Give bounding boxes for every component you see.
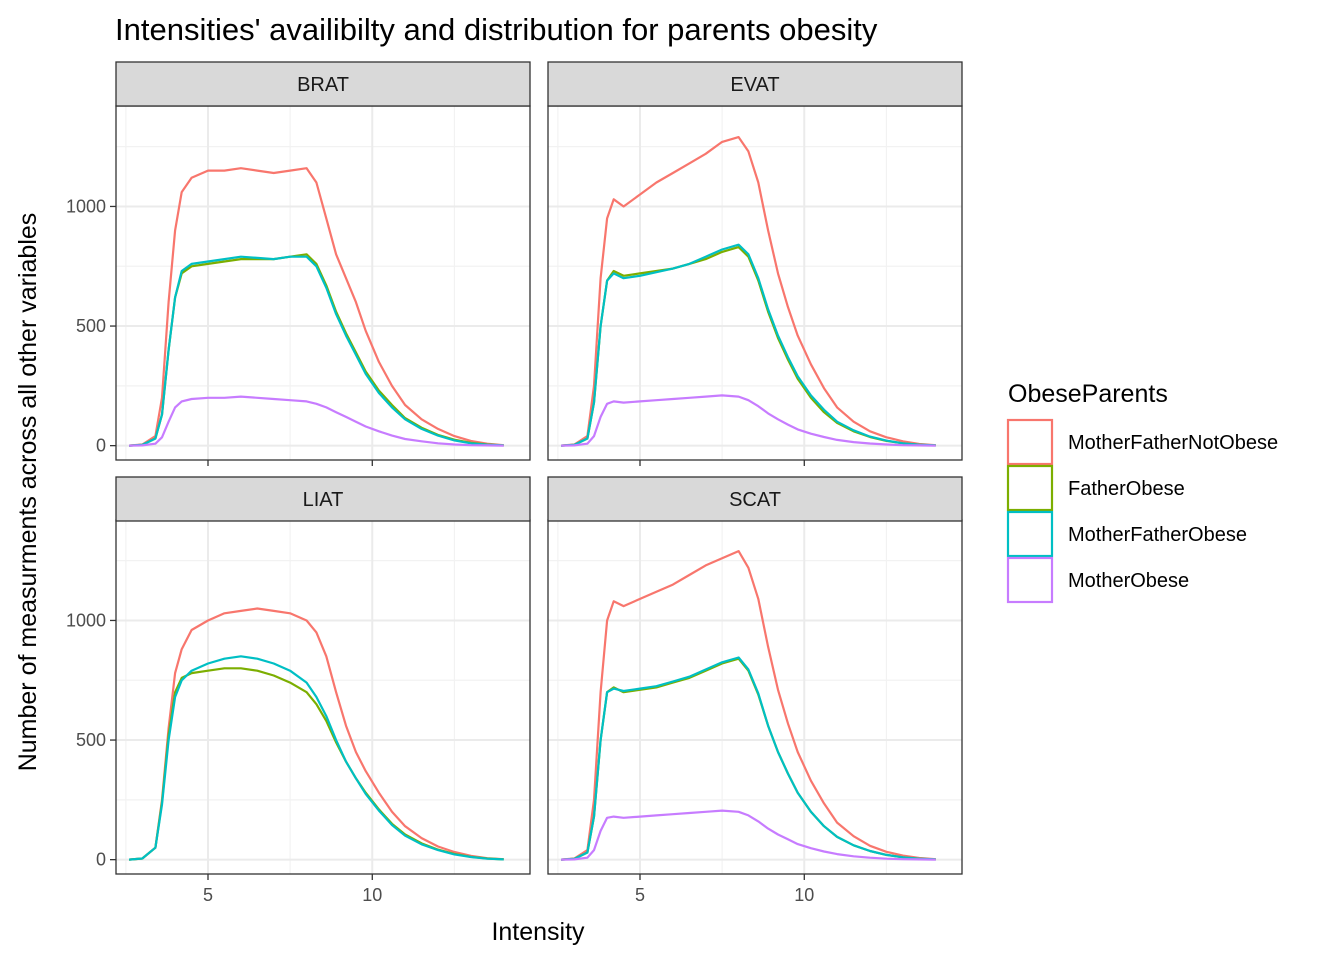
- panel-background: [548, 106, 962, 460]
- facet-panel-evat: EVAT: [547, 61, 963, 466]
- facet-strip-label: SCAT: [729, 489, 781, 511]
- y-tick-label: 500: [76, 730, 106, 750]
- series-line-motherfathernotobese: [129, 607, 504, 861]
- legend: ObeseParents MotherFatherNotObese FatherO…: [1006, 380, 1278, 604]
- legend-key: [1006, 510, 1054, 558]
- y-tick-label: 0: [96, 850, 106, 870]
- x-axis-title: Intensity: [491, 918, 585, 946]
- series-line-motherfatherobese: [561, 656, 936, 861]
- legend-key: [1006, 418, 1054, 466]
- chart-title: Intensities' availibilty and distributio…: [115, 12, 878, 47]
- legend-key: [1006, 464, 1054, 512]
- series-line-motherfathernotobese: [561, 136, 936, 447]
- facet-strip: [115, 476, 531, 522]
- series-line-motherfatherobese: [561, 243, 936, 447]
- legend-label: FatherObese: [1068, 478, 1185, 500]
- y-tick-label: 1000: [66, 610, 106, 630]
- facet-panels: BRAT 0 500 1000 EVAT LIAT 0 500 1000 5 10 SCAT 5 10: [66, 61, 963, 905]
- legend-key: [1006, 556, 1054, 604]
- legend-label: MotherFatherObese: [1068, 524, 1247, 546]
- series-line-motherfatherobese: [129, 255, 504, 447]
- x-tick-label: 5: [635, 885, 645, 905]
- facet-strip-label: EVAT: [730, 74, 779, 96]
- facet-strip: [547, 61, 963, 107]
- legend-entry-fatherobese: FatherObese: [1006, 464, 1185, 512]
- series-line-motherobese: [561, 394, 936, 447]
- legend-title: ObeseParents: [1008, 380, 1168, 408]
- legend-entry-motherfatherobese: MotherFatherObese: [1006, 510, 1247, 558]
- facet-strip-label: BRAT: [297, 74, 349, 96]
- x-tick-label: 10: [362, 885, 382, 905]
- y-tick-label: 500: [76, 316, 106, 336]
- panel-background: [548, 520, 962, 874]
- facet-panel-scat: SCAT 5 10: [547, 476, 963, 905]
- legend-entry-motherfathernotobese: MotherFatherNotObese: [1006, 418, 1278, 466]
- y-axis-title: Number of measurments across all other v…: [14, 213, 42, 772]
- facet-strip-label: LIAT: [303, 489, 344, 511]
- legend-entry-motherobese: MotherObese: [1006, 556, 1189, 604]
- facet-strip: [115, 61, 531, 107]
- series-line-motherfathernotobese: [129, 167, 504, 447]
- legend-label: MotherFatherNotObese: [1068, 432, 1278, 454]
- series-line-motherfatherobese: [129, 655, 504, 861]
- y-tick-label: 0: [96, 436, 106, 456]
- x-tick-label: 10: [794, 885, 814, 905]
- series-line-motherobese: [561, 809, 936, 861]
- series-line-motherfathernotobese: [561, 549, 936, 861]
- panel-background: [116, 520, 530, 874]
- facet-panel-brat: BRAT 0 500 1000: [66, 61, 531, 466]
- x-tick-label: 5: [203, 885, 213, 905]
- legend-label: MotherObese: [1068, 570, 1189, 592]
- facet-panel-liat: LIAT 0 500 1000 5 10: [66, 476, 531, 905]
- series-line-motherobese: [129, 395, 504, 447]
- y-tick-label: 1000: [66, 196, 106, 216]
- facet-strip: [547, 476, 963, 522]
